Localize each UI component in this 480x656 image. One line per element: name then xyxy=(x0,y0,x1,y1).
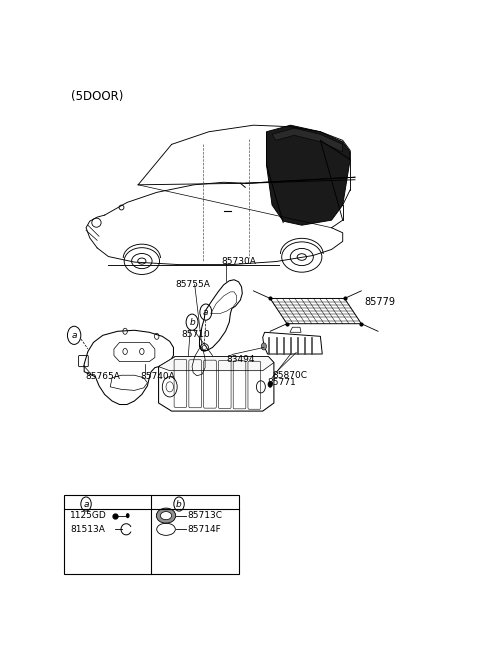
Polygon shape xyxy=(272,128,343,152)
Text: a: a xyxy=(84,499,89,508)
Text: 85765A: 85765A xyxy=(85,372,120,380)
Text: a: a xyxy=(72,331,77,340)
Text: 81513A: 81513A xyxy=(71,525,105,534)
Text: 85730A: 85730A xyxy=(222,257,257,266)
Bar xyxy=(64,495,239,574)
Text: (5DOOR): (5DOOR) xyxy=(71,90,123,103)
Polygon shape xyxy=(266,125,350,225)
Text: b: b xyxy=(176,499,182,508)
Text: a: a xyxy=(203,308,209,317)
Text: 85771: 85771 xyxy=(267,378,296,387)
Text: 85713C: 85713C xyxy=(188,511,223,520)
Circle shape xyxy=(268,381,273,387)
Text: 85779: 85779 xyxy=(364,297,396,307)
Polygon shape xyxy=(158,357,274,371)
Circle shape xyxy=(261,343,266,350)
Ellipse shape xyxy=(160,512,172,520)
Ellipse shape xyxy=(156,508,176,523)
Text: 85870C: 85870C xyxy=(272,371,307,380)
Text: 85740A: 85740A xyxy=(140,372,175,380)
Text: 83494: 83494 xyxy=(227,354,255,363)
Circle shape xyxy=(126,513,130,518)
Text: 85755A: 85755A xyxy=(175,280,210,289)
Text: 1125GD: 1125GD xyxy=(71,511,107,520)
Text: 85710: 85710 xyxy=(181,330,210,338)
Text: b: b xyxy=(189,318,195,327)
Text: 85714F: 85714F xyxy=(188,525,221,534)
